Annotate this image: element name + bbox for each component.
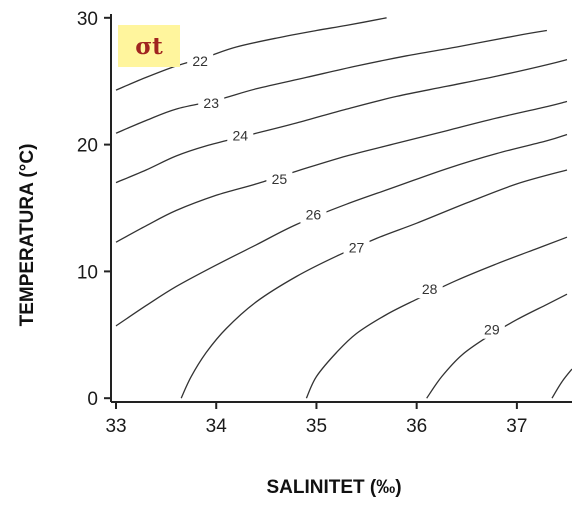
badge-background [118,25,180,67]
x-tick-label: 36 [406,416,427,437]
contour-line [115,29,548,134]
sigma-t-badge: σt [118,25,180,67]
contour-labels: 22 23 24 25 26 27 28 29 [187,51,505,339]
contour-label: 26 [306,206,322,222]
contour-label: 24 [232,128,248,144]
contour-label: 23 [203,95,219,111]
contour-label-background [300,205,327,224]
contour-label-background [416,280,443,299]
contour-label: 27 [349,239,365,255]
contour-label-background [266,169,293,188]
contour-lines [115,17,572,399]
x-tick-label: 33 [105,416,126,437]
contour-line [115,100,568,243]
contour-line [426,293,568,399]
contour-line [115,17,387,91]
x-axis-title: SALINITET (‰) [266,477,401,498]
contour-label: 28 [422,281,438,297]
contour-line [180,169,568,399]
contour-label: 29 [484,322,500,338]
y-tick-label: 0 [87,389,98,410]
x-tick-label: 34 [206,416,228,437]
contour-line [551,368,572,399]
x-axis-ticks: 33 34 35 36 37 [105,402,527,437]
plot-frame [110,14,572,403]
contour-label: 22 [192,53,208,69]
contour-label-background [198,93,225,112]
contour-label-background [478,320,505,339]
x-tick-label: 37 [506,416,527,437]
y-tick-label: 20 [77,136,98,157]
y-tick-label: 10 [77,262,98,283]
y-axis-ticks: 0 10 20 30 [77,9,111,410]
contour-line [305,236,568,399]
badge-label: σt [135,33,163,60]
contour-label-background [343,238,370,257]
y-axis-title: TEMPERATURA (°C) [17,144,38,327]
contour-label-background [227,126,254,145]
contour-label-background [187,51,214,70]
contour-label: 25 [272,171,288,187]
contour-line [115,133,568,327]
y-tick-label: 30 [77,9,98,30]
contour-line [115,58,568,184]
x-tick-label: 35 [306,416,327,437]
